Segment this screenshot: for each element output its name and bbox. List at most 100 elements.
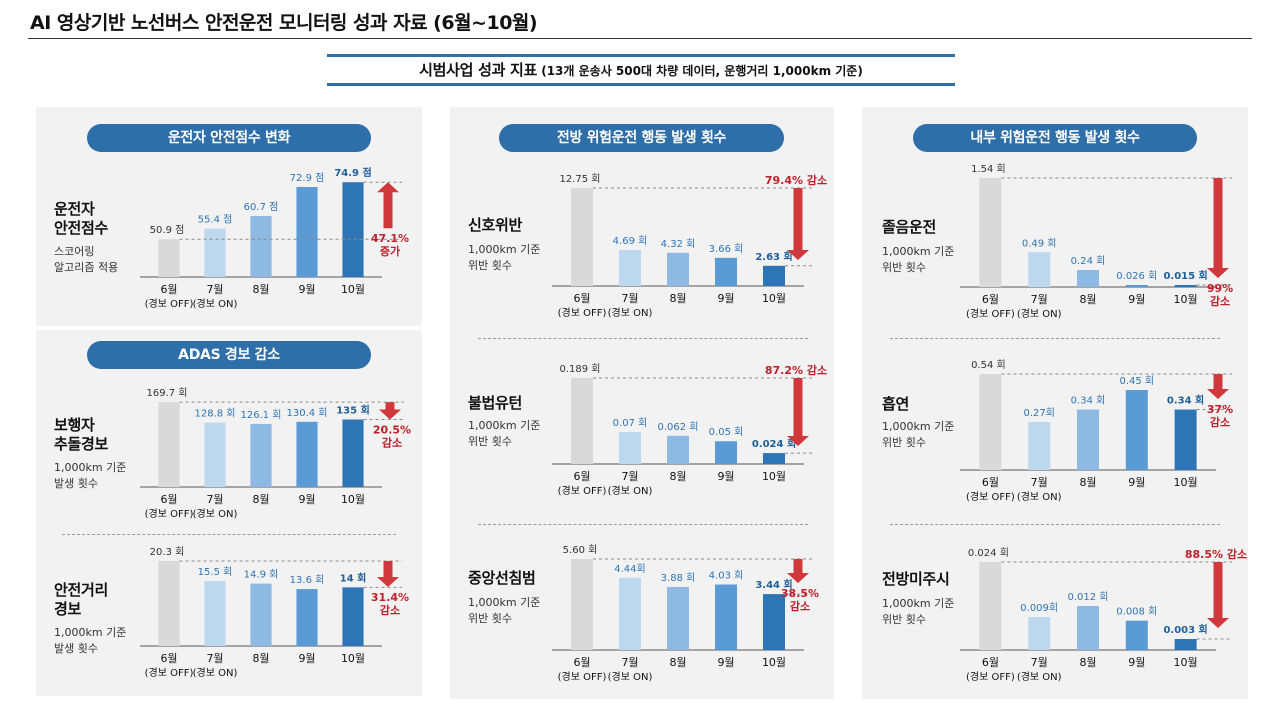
category-sub-label: (경보 ON) (608, 306, 653, 319)
bar-6월 (158, 561, 180, 646)
value-label: 12.75 회 (559, 173, 600, 185)
bar-9월 (1125, 285, 1148, 287)
category-label: 9월 (1128, 656, 1145, 669)
bar-10월 (763, 265, 785, 286)
metric-title: 운전자 안전점수 (54, 200, 109, 237)
category-label: 10월 (1174, 656, 1198, 669)
decrease-arrow-icon (379, 402, 401, 420)
bar-10월 (342, 419, 364, 487)
value-label: 60.7 점 (244, 201, 279, 213)
category-sub-label: (경보 OFF) (558, 670, 607, 683)
bar-8월 (1077, 606, 1099, 650)
bar-9월 (1125, 390, 1148, 470)
value-label: 135 회 (336, 404, 370, 417)
decrease-arrow-icon (787, 378, 809, 446)
category-label: 7월 (1031, 476, 1048, 489)
subtitle-sub: (13개 운송사 500대 차량 데이터, 운행거리 1,000km 기준) (537, 64, 863, 78)
category-label: 10월 (762, 656, 786, 669)
category-label: 6월 (160, 283, 177, 296)
value-label: 0.009회 (1020, 602, 1058, 614)
bar-9월 (1125, 620, 1148, 650)
value-label: 4.03 회 (709, 570, 744, 582)
metric-title: 신호위반 (468, 216, 523, 234)
value-label: 4.44회 (614, 563, 645, 575)
separator-adas (62, 534, 396, 535)
category-label: 6월 (573, 292, 590, 305)
bar-10월 (342, 587, 364, 646)
value-label: 15.5 회 (198, 566, 233, 578)
bar-8월 (667, 435, 689, 464)
chart-smoking: 흡연 1,000km 기준 위반 횟수 0.54 회 6월 (경보 OFF) 0.27회 7… (882, 355, 1248, 505)
bar-9월 (296, 421, 318, 487)
value-label: 13.6 회 (290, 574, 325, 586)
bar-10월 (342, 182, 364, 277)
category-label: 7월 (621, 292, 638, 305)
category-label: 8월 (252, 652, 269, 665)
category-label: 8월 (669, 470, 686, 483)
change-label: 47.1% 증가 (371, 232, 409, 258)
decrease-arrow-icon (377, 561, 399, 587)
value-label: 0.024 회 (968, 547, 1009, 559)
category-label: 10월 (341, 493, 365, 506)
separator-front-1 (478, 338, 808, 339)
chart-forward-inattention: 전방미주시 1,000km 기준 위반 횟수 0.024 회 6월 (경보 OFF) 0.… (882, 540, 1248, 695)
bar-7월 (1028, 252, 1051, 287)
change-label: 87.2% 감소 (765, 363, 827, 377)
decrease-arrow-icon (1207, 178, 1229, 278)
bar-10월 (1174, 639, 1197, 650)
category-sub-label: (경보 OFF) (145, 297, 194, 310)
category-label: 10월 (341, 283, 365, 296)
section-pill-adas: ADAS 경보 감소 (87, 341, 371, 369)
bar-7월 (619, 577, 641, 650)
category-label: 9월 (717, 292, 734, 305)
category-sub-label: (경보 OFF) (558, 484, 607, 497)
chart-svg: 0.189 회 6월(경보 OFF) 0.07 회 7월(경보 ON) 0.062 회 8… (552, 363, 827, 497)
value-label: 0.34 회 (1167, 394, 1204, 407)
metric-title: 흡연 (882, 395, 910, 413)
category-label: 7월 (206, 652, 223, 665)
bar-8월 (250, 215, 272, 277)
category-label: 9월 (298, 283, 315, 296)
chart-signal-violation: 신호위반 1,000km 기준 위반 횟수 12.75 회 6월 (경보 OFF) 4.6… (468, 168, 830, 323)
value-label: 0.062 회 (657, 421, 698, 433)
category-sub-label: (경보 OFF) (145, 666, 194, 679)
value-label: 130.4 회 (286, 407, 327, 419)
category-label: 8월 (252, 493, 269, 506)
separator-front-2 (478, 524, 808, 525)
chart-svg: 0.024 회 6월(경보 OFF) 0.009회 7월(경보 ON) 0.012 회 8… (960, 547, 1247, 683)
category-label: 10월 (762, 470, 786, 483)
change-label: 31.4% 감소 (371, 591, 409, 617)
bar-6월 (571, 559, 593, 650)
category-label: 9월 (717, 656, 734, 669)
category-label: 6월 (573, 470, 590, 483)
value-label: 126.1 회 (240, 409, 281, 421)
category-label: 9월 (1128, 476, 1145, 489)
chart-drowsy-driving: 졸음운전 1,000km 기준 위반 횟수 1.54 회 6월 (경보 OFF) 0.49… (882, 160, 1248, 330)
bar-8월 (667, 252, 689, 286)
chart-svg: 1.54 회 6월(경보 OFF) 0.49 회 7월(경보 ON) 0.24 회 8월 0… (960, 163, 1233, 320)
bar-7월 (1028, 617, 1051, 650)
category-sub-label: (경보 OFF) (966, 670, 1015, 683)
chart-svg: 50.9 점 6월(경보 OFF) 55.4 점 7월(경보 ON) 60.7 점 8월 7… (140, 167, 409, 310)
chart-illegal-uturn: 불법유턴 1,000km 기준 위반 횟수 0.189 회 6월 (경보 OFF) 0.0… (468, 358, 830, 503)
panel-inner (862, 107, 1248, 699)
category-sub-label: (경보 ON) (1017, 670, 1062, 683)
bar-7월 (204, 581, 226, 646)
title-divider (28, 38, 1252, 39)
chart-pedestrian-collision: 보행자 추돌경보 1,000km 기준 발생 횟수 169.7 회 6월 (경보 OFF… (54, 380, 414, 530)
category-label: 7월 (621, 470, 638, 483)
category-label: 10월 (762, 292, 786, 305)
category-label: 9월 (298, 652, 315, 665)
value-label: 3.88 회 (661, 572, 696, 584)
value-label: 1.54 회 (971, 163, 1006, 175)
separator-inner-1 (890, 338, 1220, 339)
category-label: 10월 (1174, 476, 1198, 489)
bar-6월 (979, 562, 1002, 650)
bar-6월 (571, 378, 593, 464)
value-label: 0.27회 (1023, 407, 1054, 419)
bar-9월 (715, 584, 737, 650)
value-label: 55.4 점 (198, 214, 233, 226)
decrease-arrow-icon (787, 188, 809, 260)
bar-6월 (571, 188, 593, 286)
bar-7월 (204, 422, 226, 487)
